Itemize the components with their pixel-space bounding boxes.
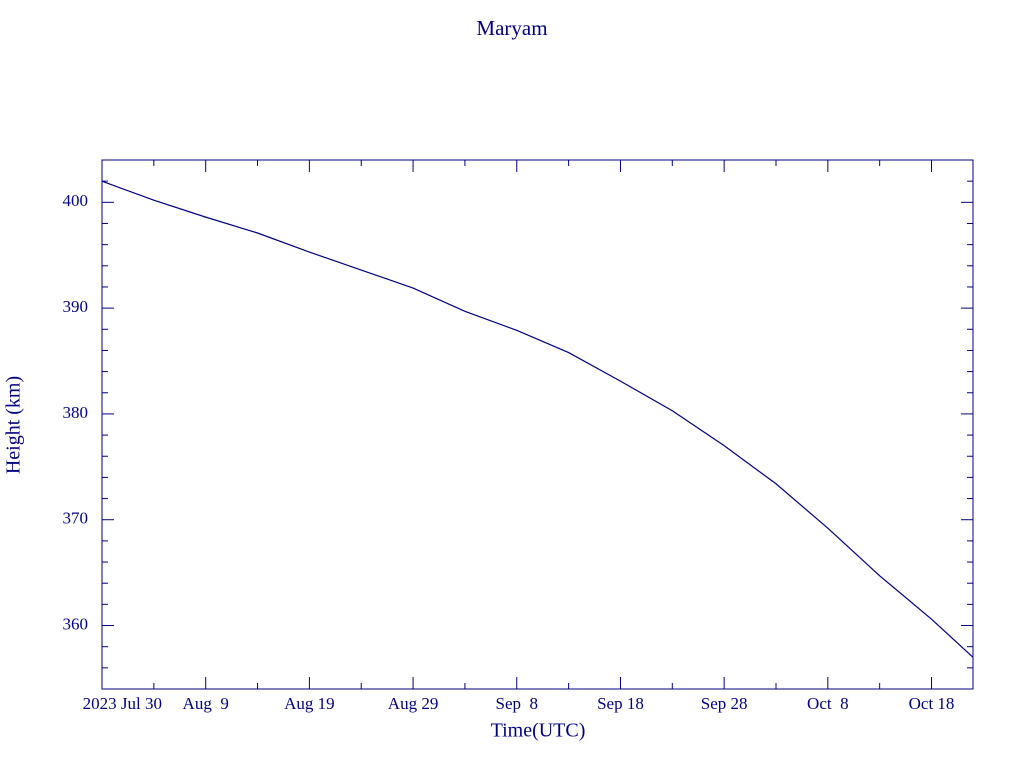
y-tick-label: 370 [63, 509, 89, 528]
x-tick-label: Sep 8 [496, 694, 539, 713]
y-tick-label: 360 [63, 614, 89, 633]
x-tick-label: Oct 8 [807, 694, 849, 713]
x-tick-label: Aug 9 [183, 694, 229, 713]
x-tick-label: 2023 Jul 30 [83, 694, 162, 713]
data-line [101, 180, 974, 658]
x-axis-label: Time(UTC) [491, 720, 586, 742]
chart-title: Maryam [476, 16, 547, 40]
y-tick-label: 400 [63, 191, 89, 210]
plot-frame [101, 159, 974, 690]
x-tick-label: Oct 18 [909, 694, 955, 713]
x-tick-label: Aug 29 [388, 694, 439, 713]
x-tick-label: Sep 28 [701, 694, 748, 713]
y-tick-label: 380 [63, 403, 89, 422]
y-tick-label: 390 [63, 297, 89, 316]
x-tick-label: Sep 18 [597, 694, 644, 713]
y-axis-label: Height (km) [3, 376, 25, 474]
x-tick-label: Aug 19 [284, 694, 335, 713]
